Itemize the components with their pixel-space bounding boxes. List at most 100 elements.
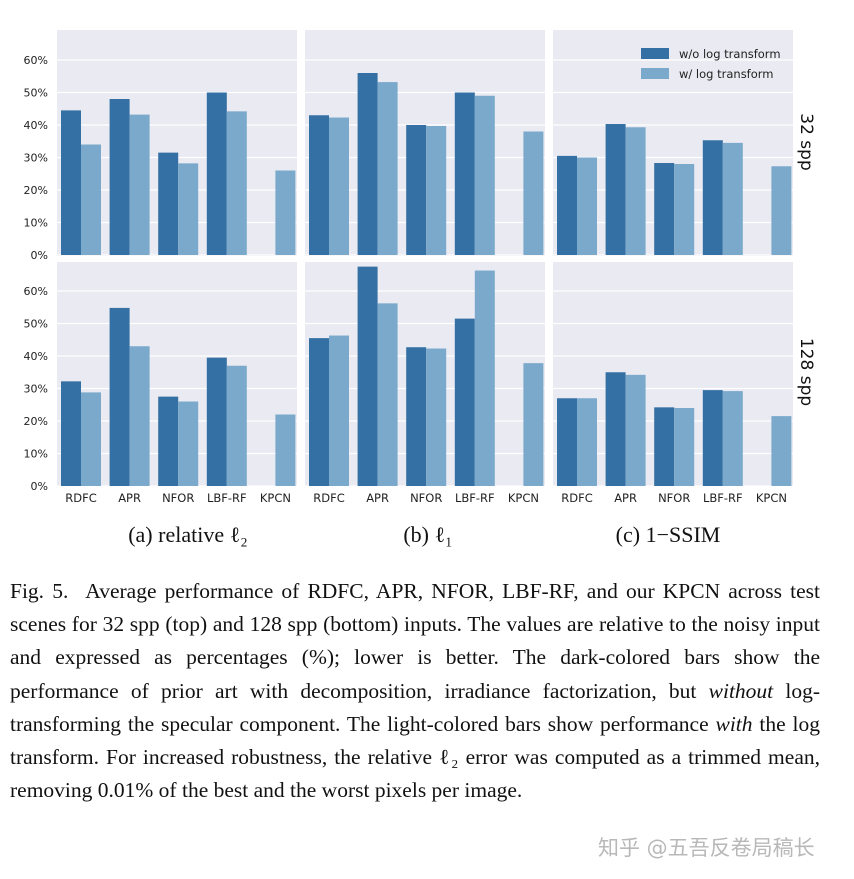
bar-lbf-rf-w-log	[474, 270, 495, 486]
bar-rdfc-wo-log	[309, 338, 329, 486]
y-tick-label: 60%	[24, 54, 48, 67]
bar-nfor-w-log	[178, 163, 199, 255]
chart-panel-32spp-c	[553, 30, 793, 256]
bar-apr-wo-log	[605, 372, 626, 486]
x-tick-label: RDFC	[561, 491, 593, 505]
caption-text-4: error was computed as a trimmed mean, re…	[10, 745, 820, 803]
y-tick-label: 10%	[24, 448, 48, 461]
bar-rdfc-w-log	[329, 335, 349, 486]
legend: w/o log transform w/ log transform	[641, 47, 781, 81]
x-tick-label: KPCN	[508, 491, 539, 505]
caption-l2-symbol: ℓ₂	[439, 745, 459, 770]
bar-lbf-rf-wo-log	[206, 92, 227, 255]
chart-panel-128spp-b: RDFC APR NFOR LBF-RF KPCN	[305, 262, 545, 505]
x-tick-label: LBF-RF	[703, 491, 743, 505]
bar-apr-w-log	[129, 114, 150, 255]
bar-nfor-w-log	[674, 408, 695, 486]
figure-caption: Fig. 5. Average performance of RDFC, APR…	[10, 575, 820, 807]
bar-apr-wo-log	[357, 266, 378, 486]
bar-rdfc-wo-log	[309, 115, 329, 255]
x-tick-label: APR	[118, 491, 141, 505]
x-tick-label: LBF-RF	[207, 491, 247, 505]
y-tick-label: 50%	[24, 87, 48, 100]
bar-nfor-w-log	[426, 125, 447, 255]
bar-lbf-rf-w-log	[722, 142, 743, 255]
bar-rdfc-w-log	[81, 392, 101, 486]
y-tick-label: 0%	[31, 249, 48, 262]
watermark: 知乎 @五吾反卷局稿长	[598, 836, 815, 860]
bar-lbf-rf-wo-log	[702, 140, 723, 255]
legend-label-dark: w/o log transform	[679, 47, 781, 61]
bar-apr-w-log	[625, 127, 646, 255]
x-tick-label: APR	[614, 491, 637, 505]
bar-nfor-wo-log	[654, 407, 675, 486]
bar-apr-wo-log	[605, 124, 626, 256]
caption-text-3: the log transform. For increased robustn…	[10, 711, 820, 770]
y-tick-label: 50%	[24, 318, 48, 331]
bar-lbf-rf-wo-log	[454, 92, 475, 255]
bar-apr-wo-log	[357, 73, 378, 255]
bar-lbf-rf-wo-log	[702, 390, 723, 486]
y-tick-label: 20%	[24, 184, 48, 197]
bar-kpcn-w-log	[523, 363, 544, 486]
chart-panel-128spp-a: 0% 10% 20% 30% 40% 50% 60% RDFC APR NFOR LBF-RF KPC…	[24, 262, 297, 505]
x-tick-label: KPCN	[756, 491, 787, 505]
y-tick-label: 40%	[24, 119, 48, 132]
bar-kpcn-w-log	[771, 166, 792, 255]
bar-kpcn-w-log	[771, 416, 792, 486]
bar-nfor-w-log	[178, 401, 199, 486]
bar-rdfc-wo-log	[61, 381, 81, 486]
chart-panel-32spp-b	[305, 30, 545, 256]
bar-rdfc-w-log	[81, 144, 101, 255]
y-tick-label: 10%	[24, 217, 48, 230]
y-tick-label: 20%	[24, 415, 48, 428]
bar-kpcn-w-log	[523, 131, 544, 255]
bar-rdfc-wo-log	[557, 155, 577, 255]
y-tick-label: 0%	[31, 480, 48, 493]
x-tick-label: NFOR	[410, 491, 442, 505]
bar-nfor-wo-log	[654, 163, 675, 255]
x-tick-label: LBF-RF	[455, 491, 495, 505]
x-tick-label: KPCN	[260, 491, 291, 505]
bar-nfor-w-log	[674, 164, 695, 255]
bar-lbf-rf-w-log	[474, 95, 495, 255]
bar-rdfc-w-log	[577, 157, 597, 255]
bar-lbf-rf-wo-log	[454, 318, 475, 486]
legend-swatch-dark	[641, 48, 669, 59]
bar-lbf-rf-wo-log	[206, 357, 227, 486]
y-tick-label: 40%	[24, 350, 48, 363]
bar-nfor-wo-log	[406, 125, 427, 255]
caption-emphasis-without: without	[708, 678, 774, 703]
y-tick-label: 60%	[24, 285, 48, 298]
y-tick-label: 30%	[24, 152, 48, 165]
panel-label-b: (b) ℓ₁	[403, 522, 453, 547]
caption-text-2: log-transforming the specular component.…	[10, 678, 820, 736]
bar-nfor-w-log	[426, 348, 447, 486]
bar-apr-w-log	[377, 303, 398, 486]
bar-rdfc-w-log	[329, 117, 349, 256]
bar-rdfc-wo-log	[557, 398, 577, 486]
y-tick-label: 30%	[24, 383, 48, 396]
bar-nfor-wo-log	[406, 347, 427, 486]
x-tick-label: RDFC	[313, 491, 345, 505]
x-tick-label: NFOR	[658, 491, 690, 505]
bar-apr-w-log	[129, 346, 150, 486]
figure-number: Fig. 5.	[10, 579, 69, 603]
figure-canvas: 0% 10% 20% 30% 40% 50% 60% 0% 10% 20% 30% 40% 50% 60%…	[24, 30, 816, 505]
bar-kpcn-w-log	[275, 414, 296, 486]
bar-lbf-rf-w-log	[722, 391, 743, 486]
bar-apr-wo-log	[109, 307, 130, 486]
bar-nfor-wo-log	[158, 396, 179, 486]
bar-nfor-wo-log	[158, 152, 179, 255]
bar-apr-w-log	[625, 374, 646, 486]
caption-emphasis-with: with	[715, 711, 753, 736]
x-tick-label: APR	[366, 491, 389, 505]
row-label-128spp: 128 spp	[796, 338, 816, 406]
bar-rdfc-w-log	[577, 398, 597, 486]
x-tick-label: NFOR	[162, 491, 194, 505]
legend-label-light: w/ log transform	[679, 67, 774, 81]
panel-label-c: (c) 1−SSIM	[615, 522, 721, 547]
chart-panel-128spp-c: RDFC APR NFOR LBF-RF KPCN	[553, 262, 793, 505]
bar-kpcn-w-log	[275, 170, 296, 255]
bar-rdfc-wo-log	[61, 110, 81, 255]
